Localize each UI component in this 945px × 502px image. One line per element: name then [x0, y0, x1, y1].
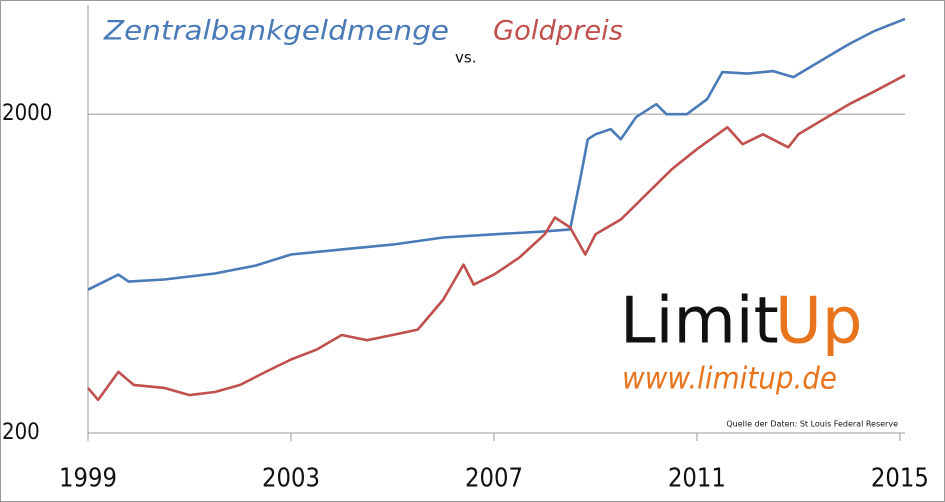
x-tick-label: 2003 — [262, 464, 320, 494]
source-note: Quelle der Daten: St Louis Federal Reser… — [726, 420, 898, 429]
series-line — [87, 17, 906, 291]
logo-url: www.limitup.de — [622, 362, 837, 397]
title-connector: vs. — [455, 49, 476, 67]
logo-word-1: Limit — [620, 285, 779, 359]
title-series-1: Zentralbankgeldmenge — [103, 16, 449, 47]
x-tick-label: 1999 — [59, 464, 117, 494]
x-tick-label: 2015 — [871, 464, 929, 494]
series-line — [87, 74, 906, 402]
y-tick-label: 200 — [2, 420, 40, 445]
title-series-2: Goldpreis — [493, 16, 623, 47]
x-tick-label: 2007 — [465, 464, 523, 494]
logo-word-2: Up — [775, 285, 862, 359]
y-tick-label: 2000 — [2, 101, 52, 126]
x-tick-label: 2011 — [668, 464, 726, 494]
